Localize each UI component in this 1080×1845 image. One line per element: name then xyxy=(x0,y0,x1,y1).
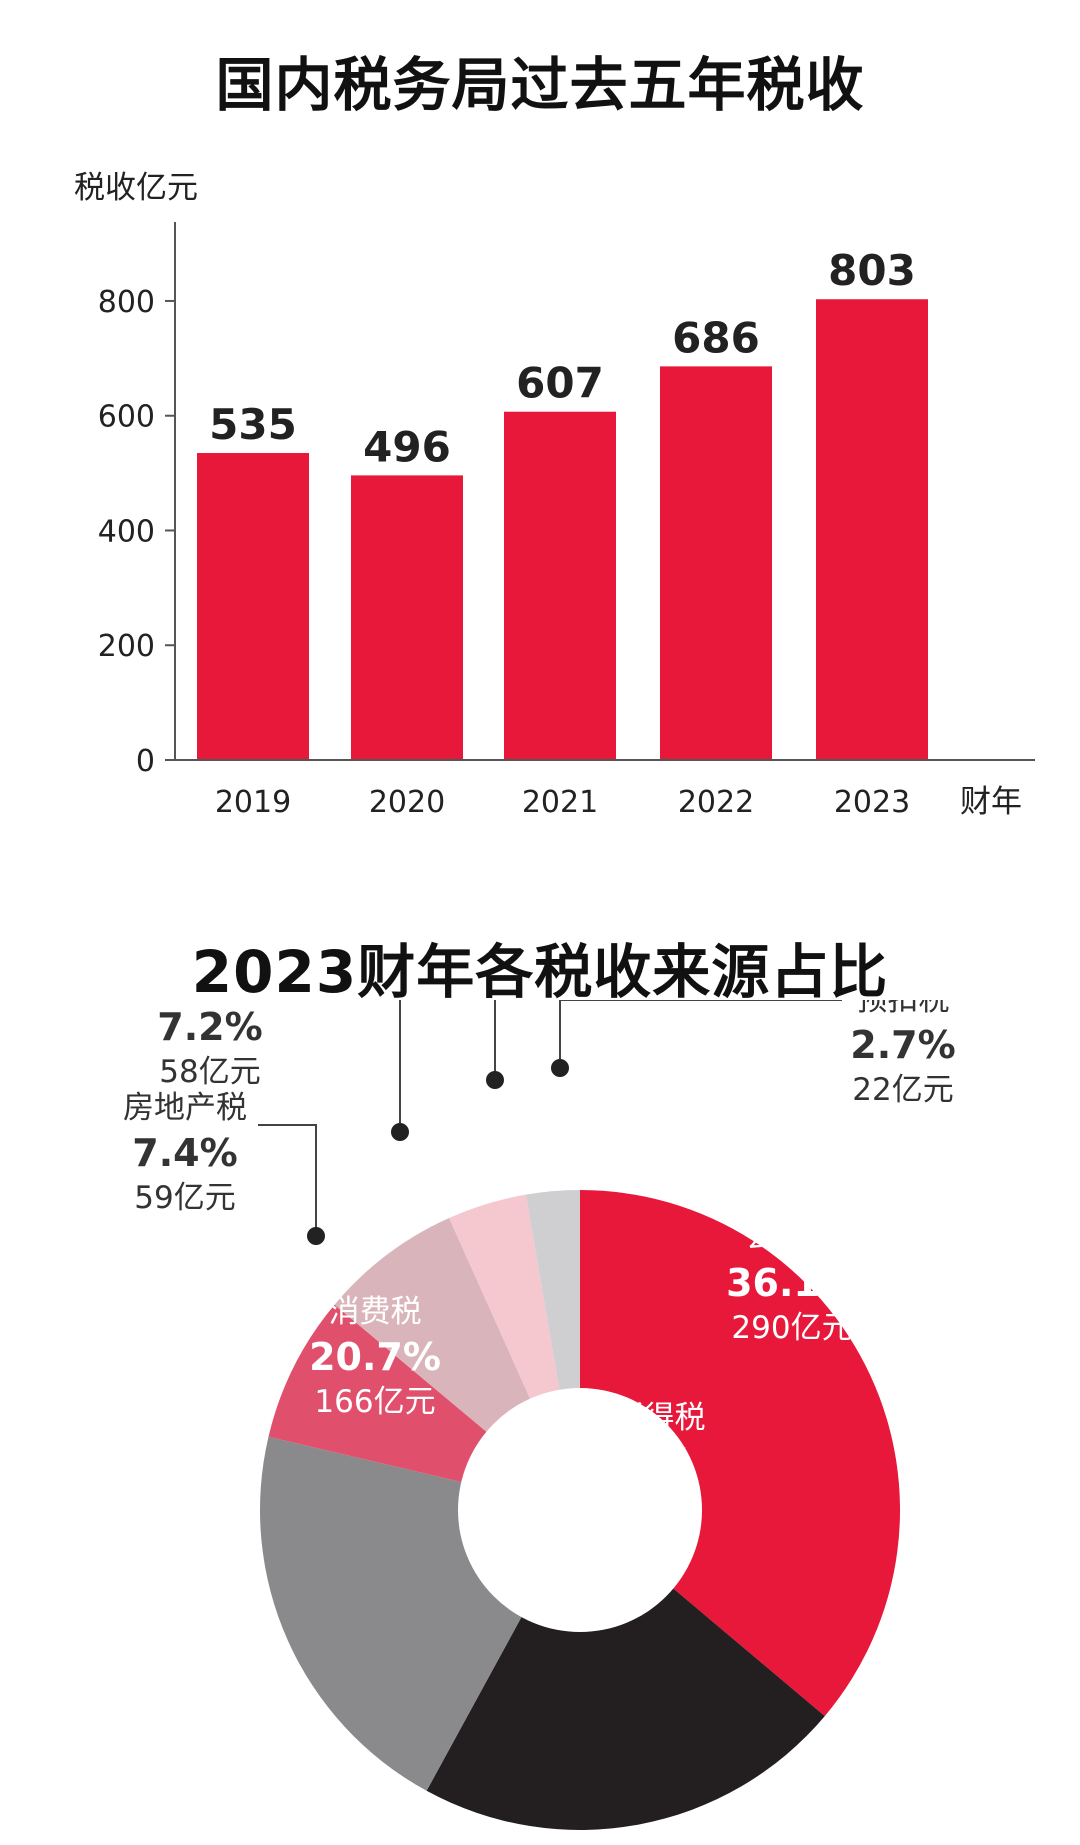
x-axis-label: 财年 xyxy=(960,784,1022,820)
callout-line xyxy=(399,1000,401,1132)
y-tick-label: 400 xyxy=(98,514,155,549)
donut-hole xyxy=(458,1388,702,1632)
slice-name-label: 房地产税 xyxy=(123,1090,247,1126)
bar-value-label: 496 xyxy=(363,422,451,471)
callout-line xyxy=(258,1124,317,1236)
callout-line xyxy=(494,1000,496,1080)
slice-amount-label: 58亿元 xyxy=(159,1054,260,1090)
x-tick-label: 2021 xyxy=(522,785,598,820)
bar xyxy=(816,299,928,760)
bar xyxy=(197,453,309,760)
slice-percent-label: 7.4% xyxy=(132,1131,237,1175)
x-tick-label: 2019 xyxy=(215,785,291,820)
slice-percent-label: 7.2% xyxy=(157,1005,262,1049)
slice-amount-label: 175亿元 xyxy=(567,1490,688,1526)
y-axis-label: 税收亿元 xyxy=(74,170,198,206)
pie-chart-title: 2023财年各税收来源占比 xyxy=(191,938,889,1006)
y-tick-label: 800 xyxy=(98,285,155,320)
x-tick-label: 2020 xyxy=(369,785,445,820)
bar xyxy=(351,475,463,760)
callout-line xyxy=(559,1000,842,1068)
bar-value-label: 686 xyxy=(672,313,760,362)
y-tick-label: 600 xyxy=(98,400,155,435)
slice-name-label: 预扣税 xyxy=(857,1000,950,1018)
bar-value-label: 803 xyxy=(828,246,916,295)
bar xyxy=(504,411,616,760)
x-tick-label: 2022 xyxy=(678,785,754,820)
slice-percent-label: 2.7% xyxy=(850,1023,955,1067)
callout-dot xyxy=(391,1123,409,1141)
x-tick-label: 2023 xyxy=(834,785,910,820)
donut-slice xyxy=(426,1510,825,1830)
slice-percent-label: 20.7% xyxy=(309,1335,441,1379)
slice-amount-label: 166亿元 xyxy=(314,1384,435,1420)
slice-amount-label: 22亿元 xyxy=(852,1072,953,1108)
callout-dot xyxy=(307,1227,325,1245)
slice-percent-label: 21.8% xyxy=(562,1441,694,1485)
y-tick-label: 0 xyxy=(136,744,155,779)
bar-value-label: 607 xyxy=(516,359,604,408)
slice-name-label: 公司税 xyxy=(746,1220,839,1256)
slice-percent-label: 36.1% xyxy=(726,1261,858,1305)
bar xyxy=(660,366,772,760)
slice-amount-label: 59亿元 xyxy=(134,1180,235,1216)
bar-chart-title: 国内税务局过去五年税收 xyxy=(215,51,865,119)
slice-name-label: 消费税 xyxy=(329,1294,422,1330)
callout-dot xyxy=(486,1071,504,1089)
callout-dot xyxy=(551,1059,569,1077)
donut-slice xyxy=(580,1190,901,1717)
slice-name-label: 个人所得税 xyxy=(551,1400,706,1436)
slice-amount-label: 290亿元 xyxy=(731,1310,852,1346)
y-tick-label: 200 xyxy=(98,629,155,664)
bar-chart: 税收亿元 财年 0 200 400 600 800 535 2019 496 2020 607 20… xyxy=(74,170,1035,820)
bar-value-label: 535 xyxy=(209,400,297,449)
